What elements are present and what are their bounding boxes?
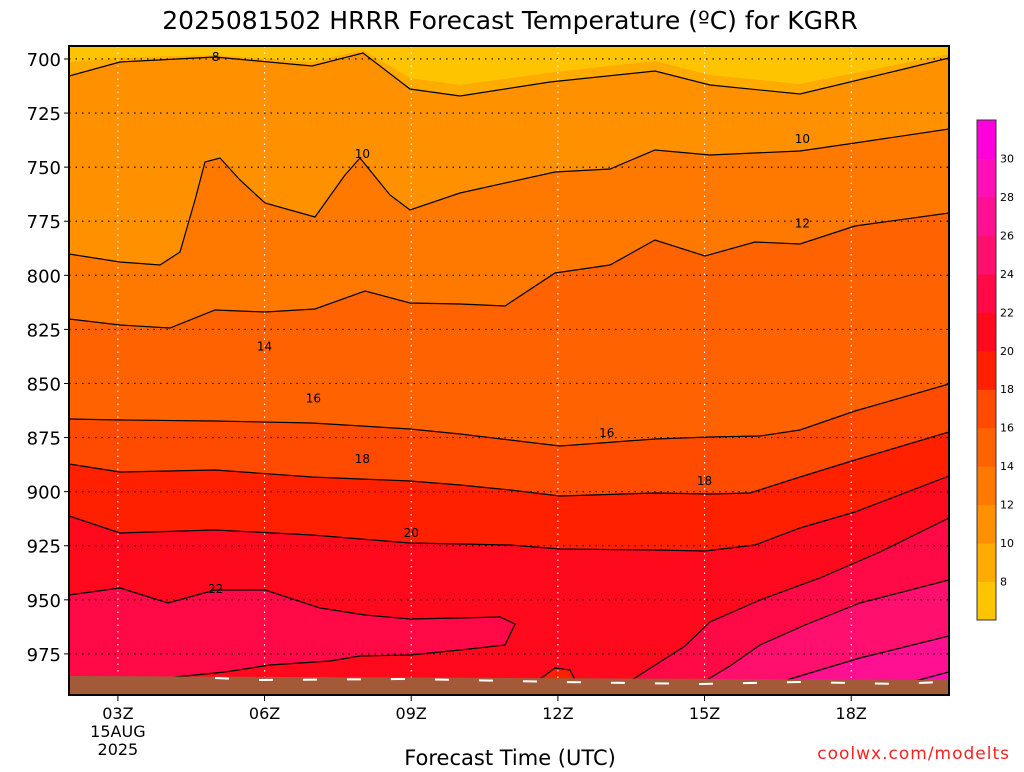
y-tick-label: 775 (27, 212, 61, 233)
watermark: coolwx.com/modelts (817, 744, 1010, 764)
colorbar-swatch (977, 504, 996, 544)
contour-label: 20 (404, 526, 419, 540)
colorbar-label: 24 (1000, 268, 1014, 281)
isotherm-line (69, 52, 949, 97)
colorbar-frame (976, 119, 997, 621)
contour-label: 18 (697, 474, 712, 488)
isotherm-line (69, 475, 949, 552)
x-date-label: 15AUG (90, 722, 145, 741)
colorbar-swatch (977, 466, 996, 506)
isotherm-line (69, 128, 949, 266)
chart-title: 2025081502 HRRR Forecast Temperature (ºC… (162, 6, 857, 35)
x-tick-label: 09Z (396, 704, 427, 723)
x-tick-label: 03Z (102, 704, 133, 723)
contour-label: 14 (257, 340, 272, 354)
plot-area (69, 46, 949, 695)
contour-label: 22 (208, 582, 223, 596)
plot-frame (68, 45, 950, 696)
y-tick-label: 975 (27, 645, 61, 666)
colorbar-label: 18 (1000, 383, 1014, 396)
band-22-24-left (69, 588, 515, 681)
terrain-highlight (214, 677, 941, 686)
y-axis: 700 725 750 775 800 825 850 875 900 925 950 975 (27, 50, 69, 666)
y-tick-label: 700 (27, 50, 61, 71)
colorbar-label: 16 (1000, 422, 1014, 435)
colorbar-swatch (977, 389, 996, 429)
colorbar-label: 14 (1000, 460, 1014, 473)
colorbar-label: 26 (1000, 229, 1014, 242)
colorbar-swatch (977, 581, 996, 621)
y-tick-label: 875 (27, 429, 61, 450)
colorbar-label: 8 (1000, 576, 1007, 589)
surface-terrain (69, 676, 949, 695)
contour-label: 12 (795, 216, 810, 230)
isotherm-line (69, 383, 949, 447)
colorbar-label: 12 (1000, 499, 1014, 512)
colorbar-swatch (977, 196, 996, 236)
y-tick-label: 950 (27, 591, 61, 612)
y-tick-label: 725 (27, 104, 61, 125)
x-axis-label: Forecast Time (UTC) (404, 746, 616, 768)
contour-label: 16 (599, 426, 614, 440)
contour-label: 16 (306, 392, 321, 406)
y-tick-label: 750 (27, 158, 61, 179)
grid-lines (69, 46, 949, 695)
colorbar-swatch (977, 543, 996, 583)
colorbar-swatch (977, 312, 996, 352)
x-date-label: 2025 (98, 740, 139, 759)
y-tick-label: 825 (27, 320, 61, 341)
colorbar-label: 28 (1000, 191, 1014, 204)
colorbar-swatch (977, 350, 996, 390)
colorbar-swatch (977, 273, 996, 313)
contour-labels: 8 10 10 12 14 16 16 18 18 20 22 (208, 50, 810, 596)
terrain-fill (69, 676, 949, 695)
y-tick-label: 850 (27, 374, 61, 395)
contour-label: 10 (795, 132, 810, 146)
colorbar: 8 10 12 14 16 18 20 22 24 26 28 30 (976, 119, 1014, 621)
y-tick-label: 900 (27, 483, 61, 504)
y-tick-label: 800 (27, 266, 61, 287)
x-tick-label: 18Z (836, 704, 867, 723)
colorbar-label: 30 (1000, 152, 1014, 165)
x-tick-label: 15Z (689, 704, 720, 723)
temperature-bands (69, 46, 949, 695)
contour-lines (69, 52, 949, 695)
isotherm-line (69, 212, 949, 329)
colorbar-swatch (977, 120, 996, 159)
colorbar-swatch (977, 235, 996, 275)
contour-label: 10 (355, 147, 370, 161)
contour-label: 18 (355, 452, 370, 466)
colorbar-label: 22 (1000, 306, 1014, 319)
y-tick-label: 925 (27, 537, 61, 558)
isotherm-line (69, 587, 516, 682)
colorbar-label: 20 (1000, 345, 1014, 358)
contour-label: 8 (212, 50, 220, 64)
x-tick-label: 12Z (542, 704, 573, 723)
colorbar-swatch (977, 427, 996, 467)
isotherm-line (69, 431, 949, 497)
colorbar-label: 10 (1000, 537, 1014, 550)
x-tick-label: 06Z (249, 704, 280, 723)
isotherm-line (606, 517, 949, 695)
colorbar-swatch (977, 158, 996, 198)
